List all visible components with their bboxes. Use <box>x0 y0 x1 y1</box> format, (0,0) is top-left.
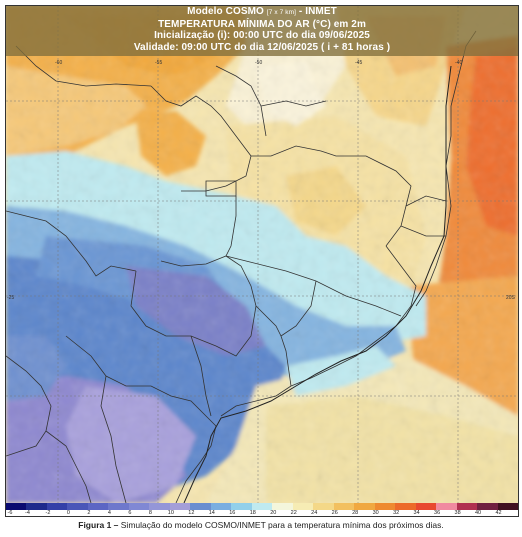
color-swatch <box>67 503 89 510</box>
color-swatch <box>26 503 48 510</box>
color-scale-tick: 2 <box>87 510 91 516</box>
color-scale-tick: 14 <box>208 510 215 516</box>
initialization-line: Inicialização (i): 00:00 UTC do dia 09/0… <box>154 30 370 41</box>
color-scale-tick: 40 <box>475 510 482 516</box>
color-swatch <box>313 503 335 510</box>
color-swatch <box>395 503 417 510</box>
color-scale-tick: 28 <box>352 510 359 516</box>
color-scale-tick: -6 <box>7 510 13 516</box>
color-scale-tick: 32 <box>393 510 400 516</box>
color-swatch <box>374 503 396 510</box>
noise-texture <box>6 6 518 503</box>
validity-line: Validade: 09:00 UTC do dia 12/06/2025 ( … <box>133 41 391 53</box>
lon-label: -40 <box>455 60 462 66</box>
color-swatch <box>128 503 150 510</box>
temperature-map: -60 -55 -50 -45 -40 -25 20S <box>6 6 518 503</box>
color-swatch <box>436 503 458 510</box>
color-swatch <box>108 503 130 510</box>
color-scale-tick: -2 <box>45 510 51 516</box>
graticule <box>6 6 518 503</box>
color-swatch <box>497 503 519 510</box>
borders <box>6 30 477 503</box>
map-title-box: Modelo COSMO [7 x 7 km] - INMET TEMPERAT… <box>6 6 518 56</box>
color-scale-tick: 26 <box>331 510 338 516</box>
color-swatch <box>354 503 376 510</box>
color-scale-tick: 34 <box>413 510 420 516</box>
caption-text: Simulação do modelo COSMO/INMET para a t… <box>118 520 444 530</box>
color-scale-tick: 16 <box>229 510 236 516</box>
color-scale-tick: 24 <box>311 510 318 516</box>
model-title: Modelo COSMO [7 x 7 km] - INMET <box>187 6 337 17</box>
color-scale-tick: 10 <box>167 510 174 516</box>
color-scale-legend: -6 -4 -2 0 2 4 6 8 10 12 14 16 18 20 22 24 26 28 30 32 34 36 3… <box>6 503 519 516</box>
color-swatch <box>46 503 68 510</box>
lat-label-left: -25 <box>7 295 14 301</box>
color-swatch <box>169 503 191 510</box>
color-scale-tick: 6 <box>128 510 132 516</box>
caption-label: Figura 1 – <box>78 520 119 530</box>
color-swatch <box>477 503 498 510</box>
color-swatch <box>210 503 232 510</box>
map-frame: -60 -55 -50 -45 -40 -25 20S Modelo COSMO… <box>5 5 519 517</box>
variable-title: TEMPERATURA MÍNIMA DO AR (°C) em 2m <box>158 18 366 30</box>
lon-label: -45 <box>355 60 362 66</box>
color-scale-tick: 20 <box>270 510 277 516</box>
color-scale-tick: 36 <box>434 510 441 516</box>
lon-label: -50 <box>255 60 262 66</box>
color-swatch <box>415 503 437 510</box>
lon-label: -60 <box>55 60 62 66</box>
color-swatch <box>231 503 253 510</box>
color-swatch <box>87 503 109 510</box>
color-scale-tick: 12 <box>188 510 195 516</box>
color-swatch <box>456 503 478 510</box>
color-scale-tick: 0 <box>66 510 70 516</box>
grid-labels: -60 -55 -50 -45 -40 -25 20S <box>7 60 516 301</box>
color-swatch <box>190 503 212 510</box>
color-swatch <box>251 503 273 510</box>
color-swatch <box>6 503 27 510</box>
color-swatch <box>333 503 355 510</box>
color-scale-tick: 30 <box>372 510 379 516</box>
figure-caption: Figura 1 – Simulação do modelo COSMO/INM… <box>0 520 522 530</box>
color-scale-tick: 42 <box>495 510 502 516</box>
color-scale-tick: 4 <box>107 510 111 516</box>
color-swatch <box>292 503 314 510</box>
color-swatch <box>149 503 171 510</box>
color-scale-tick: 38 <box>454 510 461 516</box>
color-scale-tick: 8 <box>148 510 152 516</box>
color-scale-tick: 18 <box>249 510 256 516</box>
color-swatch <box>272 503 294 510</box>
coastline <box>183 65 452 503</box>
color-scale-tick: -4 <box>25 510 30 516</box>
lon-label: -55 <box>155 60 162 66</box>
color-scale-tick: 22 <box>290 510 297 516</box>
lat-label-right: 20S <box>506 295 516 301</box>
